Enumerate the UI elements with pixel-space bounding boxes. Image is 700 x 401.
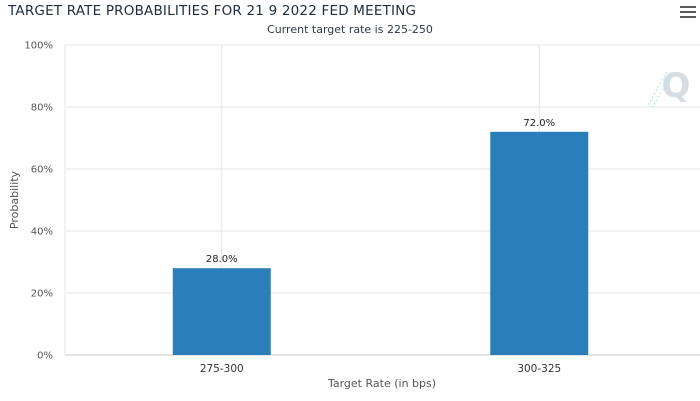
data-label: 28.0% xyxy=(206,254,238,265)
y-tick-label: 100% xyxy=(24,41,53,52)
data-label: 72.0% xyxy=(523,118,555,129)
grid-lines xyxy=(64,44,700,356)
y-tick-label: 20% xyxy=(31,289,53,300)
chart-subtitle: Current target rate is 225-250 xyxy=(267,23,433,36)
data-labels: 28.0% 72.0% xyxy=(206,118,555,265)
x-tick-label: 275-300 xyxy=(200,363,244,375)
y-tick-label: 0% xyxy=(37,351,53,362)
y-axis-ticks: 0% 20% 40% 60% 80% 100% xyxy=(24,41,53,362)
y-tick-label: 80% xyxy=(31,103,53,114)
y-axis-title: Probability xyxy=(8,170,21,229)
y-tick-label: 40% xyxy=(31,227,53,238)
y-tick-label: 60% xyxy=(31,165,53,176)
x-axis-title: Target Rate (in bps) xyxy=(327,377,436,390)
hamburger-menu-icon[interactable] xyxy=(680,6,696,20)
bar-300-325[interactable] xyxy=(490,131,589,355)
watermark-logo: Q xyxy=(647,66,691,109)
svg-text:Q: Q xyxy=(662,66,691,106)
bar-275-300[interactable] xyxy=(172,268,271,355)
x-tick-label: 300-325 xyxy=(517,363,561,375)
bars xyxy=(172,131,589,355)
chart-title: TARGET RATE PROBABILITIES FOR 21 9 2022 … xyxy=(8,3,417,19)
x-axis-ticks: 275-300 300-325 xyxy=(200,363,561,375)
